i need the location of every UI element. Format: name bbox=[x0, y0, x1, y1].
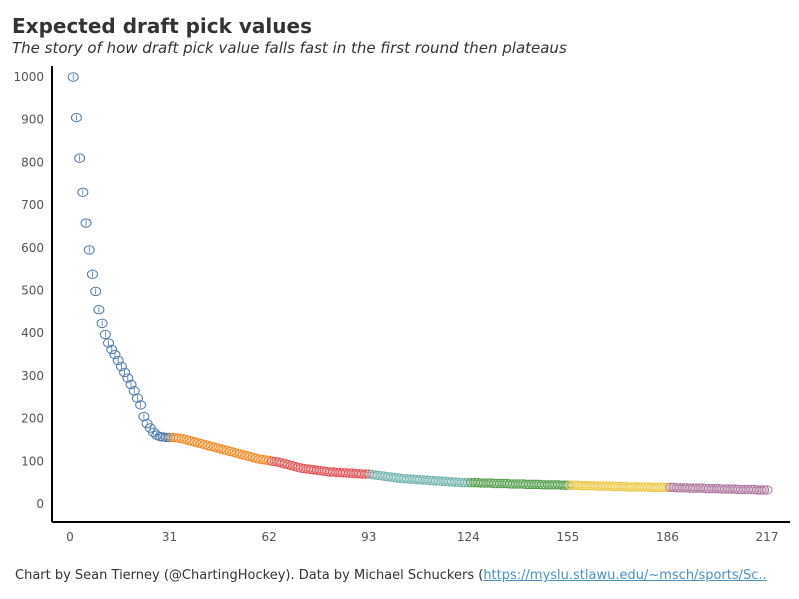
chart-footer: Chart by Sean Tierney (@ChartingHockey).… bbox=[15, 568, 783, 583]
data-point bbox=[99, 329, 111, 340]
data-point bbox=[86, 269, 98, 279]
y-tick-label: 600 bbox=[21, 241, 44, 255]
y-tick-label: 0 bbox=[36, 497, 44, 511]
data-point bbox=[93, 305, 105, 315]
x-tick-label: 217 bbox=[756, 530, 779, 544]
source-link[interactable]: https://myslu.stlawu.edu/~msch/sports/Sc… bbox=[483, 568, 767, 583]
data-point bbox=[758, 485, 770, 495]
y-tick-label: 500 bbox=[21, 284, 44, 298]
data-points bbox=[67, 72, 773, 495]
footer-credit: Chart by Sean Tierney (@ChartingHockey).… bbox=[15, 568, 484, 583]
data-point bbox=[67, 72, 79, 82]
data-point bbox=[112, 355, 124, 366]
data-point bbox=[83, 245, 95, 255]
data-point bbox=[70, 112, 82, 123]
data-point bbox=[125, 379, 137, 390]
chart-title: Expected draft pick values bbox=[12, 14, 312, 38]
axes bbox=[51, 66, 790, 523]
x-tick-label: 186 bbox=[656, 530, 679, 544]
x-tick-label: 124 bbox=[457, 530, 480, 544]
y-tick-label: 300 bbox=[21, 369, 44, 383]
data-point bbox=[131, 393, 143, 403]
data-point bbox=[90, 286, 102, 297]
data-point bbox=[109, 349, 121, 360]
data-point bbox=[115, 361, 127, 372]
data-point bbox=[77, 187, 89, 197]
data-point bbox=[761, 485, 773, 495]
x-tick-label: 62 bbox=[262, 530, 277, 544]
data-point bbox=[122, 373, 134, 383]
data-point bbox=[96, 318, 108, 329]
y-tick-label: 100 bbox=[21, 454, 44, 468]
y-tick-label: 700 bbox=[21, 198, 44, 212]
data-point bbox=[135, 400, 147, 410]
x-tick-label: 0 bbox=[66, 530, 74, 544]
x-tick-label: 155 bbox=[556, 530, 579, 544]
data-point bbox=[103, 338, 115, 348]
x-axis-ticks: 0 31 62 93 124 155 186 217 bbox=[66, 530, 778, 544]
y-tick-label: 1000 bbox=[13, 70, 44, 84]
data-point bbox=[119, 367, 131, 378]
data-point bbox=[80, 218, 92, 228]
y-tick-label: 400 bbox=[21, 326, 44, 340]
y-tick-label: 800 bbox=[21, 155, 44, 169]
x-tick-label: 93 bbox=[361, 530, 376, 544]
data-point bbox=[755, 485, 767, 495]
scatter-chart: 0 100 200 300 400 500 600 700 800 900 1000 0 31 62 93… bbox=[13, 66, 790, 544]
chart-subtitle: The story of how draft pick value falls … bbox=[12, 39, 567, 57]
y-axis-ticks: 0 100 200 300 400 500 600 700 800 900 1000 bbox=[13, 70, 44, 511]
data-point bbox=[106, 344, 118, 355]
y-tick-label: 900 bbox=[21, 113, 44, 127]
x-tick-label: 31 bbox=[162, 530, 177, 544]
data-point bbox=[74, 153, 86, 163]
y-tick-label: 200 bbox=[21, 412, 44, 426]
